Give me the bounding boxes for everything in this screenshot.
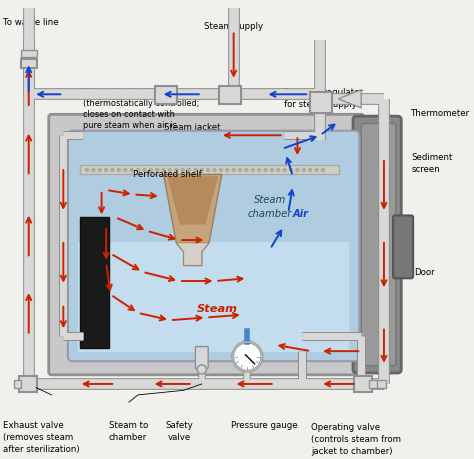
Circle shape xyxy=(168,168,172,173)
Bar xyxy=(369,381,379,388)
Circle shape xyxy=(117,168,121,173)
Circle shape xyxy=(289,168,293,173)
Circle shape xyxy=(148,168,153,173)
Circle shape xyxy=(244,168,249,173)
Circle shape xyxy=(91,168,96,173)
Circle shape xyxy=(206,168,210,173)
Bar xyxy=(14,381,21,388)
Text: Thermometer: Thermometer xyxy=(411,109,470,118)
FancyBboxPatch shape xyxy=(20,60,37,69)
Circle shape xyxy=(295,168,300,173)
Circle shape xyxy=(238,168,242,173)
Text: Door: Door xyxy=(414,268,435,277)
Text: Operating valve
(controls steam from
jacket to chamber): Operating valve (controls steam from jac… xyxy=(311,422,401,455)
Circle shape xyxy=(98,168,102,173)
Bar xyxy=(80,218,109,348)
Circle shape xyxy=(142,168,146,173)
Circle shape xyxy=(136,168,140,173)
FancyBboxPatch shape xyxy=(49,115,364,375)
Circle shape xyxy=(110,168,115,173)
Circle shape xyxy=(320,168,325,173)
FancyBboxPatch shape xyxy=(18,376,37,392)
Circle shape xyxy=(155,168,159,173)
Circle shape xyxy=(187,168,191,173)
Circle shape xyxy=(257,168,262,173)
Circle shape xyxy=(161,168,166,173)
Circle shape xyxy=(251,168,255,173)
Circle shape xyxy=(301,168,306,173)
Circle shape xyxy=(219,168,223,173)
Circle shape xyxy=(283,168,287,173)
Text: Steam jacket: Steam jacket xyxy=(164,123,221,131)
Text: Steam to
chamber: Steam to chamber xyxy=(109,420,148,441)
Circle shape xyxy=(104,168,109,173)
Circle shape xyxy=(181,168,185,173)
Polygon shape xyxy=(338,90,361,109)
Text: Automatic ejector valve
(thermostatically controlled;
closes on contact with
pur: Automatic ejector valve (thermostaticall… xyxy=(83,88,200,141)
Circle shape xyxy=(263,168,268,173)
Bar xyxy=(80,166,339,175)
Text: Pressure regulator
for steam supply: Pressure regulator for steam supply xyxy=(284,88,363,109)
Polygon shape xyxy=(167,177,218,225)
Polygon shape xyxy=(176,243,209,266)
FancyBboxPatch shape xyxy=(219,87,241,105)
FancyBboxPatch shape xyxy=(20,50,37,58)
Bar xyxy=(377,381,386,388)
Text: Perforated shelf: Perforated shelf xyxy=(134,170,202,179)
Circle shape xyxy=(123,168,128,173)
Text: Steam: Steam xyxy=(197,304,238,313)
Circle shape xyxy=(212,168,217,173)
Circle shape xyxy=(174,168,179,173)
Text: Safety
valve: Safety valve xyxy=(165,420,193,441)
Circle shape xyxy=(270,168,274,173)
Circle shape xyxy=(225,168,229,173)
Circle shape xyxy=(308,168,312,173)
Circle shape xyxy=(233,342,262,371)
Circle shape xyxy=(197,365,206,374)
Text: Steam
chamber: Steam chamber xyxy=(248,195,292,218)
FancyBboxPatch shape xyxy=(354,376,372,392)
Text: Exhaust valve
(removes steam
after sterilization): Exhaust valve (removes steam after steri… xyxy=(3,420,80,453)
Circle shape xyxy=(85,168,89,173)
FancyBboxPatch shape xyxy=(155,87,177,105)
Bar xyxy=(78,242,349,353)
Text: Air: Air xyxy=(293,208,309,218)
Text: Steam supply: Steam supply xyxy=(204,22,263,31)
Circle shape xyxy=(200,168,204,173)
Circle shape xyxy=(193,168,198,173)
Circle shape xyxy=(231,168,236,173)
Circle shape xyxy=(276,168,281,173)
FancyBboxPatch shape xyxy=(393,216,413,279)
Circle shape xyxy=(314,168,319,173)
Text: Pressure gauge: Pressure gauge xyxy=(231,420,298,430)
Polygon shape xyxy=(164,175,222,266)
FancyBboxPatch shape xyxy=(353,117,401,373)
FancyBboxPatch shape xyxy=(195,347,208,369)
FancyBboxPatch shape xyxy=(361,124,396,366)
FancyBboxPatch shape xyxy=(68,131,359,361)
Circle shape xyxy=(129,168,134,173)
Text: Sediment
screen: Sediment screen xyxy=(411,153,453,174)
FancyBboxPatch shape xyxy=(310,92,332,114)
Text: To waste line: To waste line xyxy=(3,18,59,27)
